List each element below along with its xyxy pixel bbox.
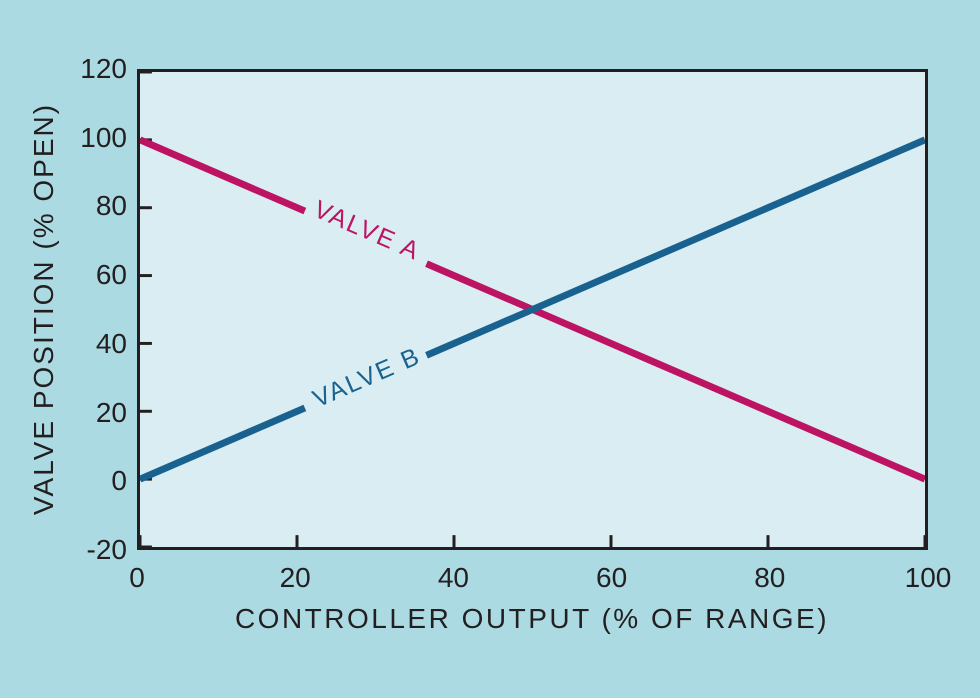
y-tick-label: 40 bbox=[95, 327, 127, 359]
x-tick-label: 0 bbox=[129, 562, 145, 593]
x-tick-label: 100 bbox=[904, 562, 952, 593]
series-line-valve-b bbox=[140, 404, 307, 483]
x-tick-label: 40 bbox=[437, 562, 469, 593]
y-tick-label: 120 bbox=[80, 53, 127, 84]
y-tick-label: 100 bbox=[80, 121, 127, 153]
x-tick-label: 20 bbox=[279, 562, 311, 593]
y-axis-title: VALVE POSITION (% OPEN) bbox=[28, 102, 59, 516]
y-tick-label: 20 bbox=[95, 396, 127, 428]
y-tick-label: 60 bbox=[95, 259, 127, 291]
y-tick-label: -20 bbox=[86, 534, 127, 565]
y-tick-label: 80 bbox=[95, 190, 127, 222]
y-tick-label: 0 bbox=[111, 465, 127, 497]
series-line-valve-b bbox=[425, 136, 925, 359]
x-tick-label: 60 bbox=[596, 562, 628, 593]
series-line-valve-a bbox=[140, 136, 307, 215]
plot-area: VALVE A VALVE B bbox=[137, 69, 928, 550]
x-axis-title: CONTROLLER OUTPUT (% OF RANGE) bbox=[234, 603, 830, 634]
series-line-valve-a bbox=[425, 260, 925, 483]
plot-lines-svg bbox=[140, 72, 925, 547]
x-tick-label: 80 bbox=[754, 562, 786, 593]
